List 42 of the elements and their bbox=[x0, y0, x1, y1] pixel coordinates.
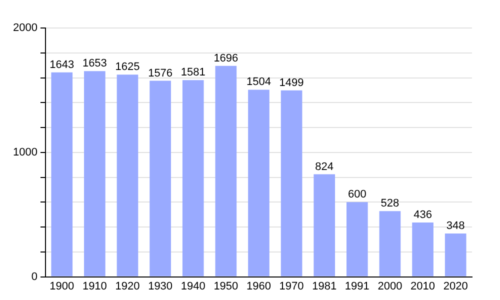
x-tick-label: 1920 bbox=[115, 280, 140, 292]
data-label: 1576 bbox=[148, 67, 173, 80]
x-tick-label: 2000 bbox=[378, 280, 402, 292]
x-tick-label: 1981 bbox=[312, 280, 337, 292]
x-tick-label: 1950 bbox=[214, 280, 238, 292]
x-tick-label: 1970 bbox=[279, 280, 304, 292]
bar bbox=[182, 80, 204, 276]
bar bbox=[51, 72, 73, 276]
y-tick-label: 0 bbox=[31, 270, 38, 283]
data-label: 436 bbox=[414, 209, 432, 222]
y-tick-label: 2000 bbox=[12, 22, 38, 34]
bar bbox=[215, 66, 237, 276]
x-tick-label: 1930 bbox=[148, 280, 173, 292]
data-label: 1504 bbox=[246, 76, 271, 88]
bar bbox=[379, 211, 401, 276]
x-tick-label: 1991 bbox=[344, 280, 370, 292]
bar bbox=[346, 202, 368, 276]
data-label: 1499 bbox=[279, 76, 304, 89]
bar bbox=[84, 71, 106, 276]
data-label: 1625 bbox=[115, 61, 140, 74]
data-label: 824 bbox=[315, 160, 334, 173]
x-tick-label: 2020 bbox=[443, 280, 468, 292]
data-label: 1653 bbox=[82, 58, 107, 70]
x-tick-label: 1910 bbox=[82, 280, 107, 292]
x-tick-label: 1940 bbox=[180, 280, 206, 292]
bar bbox=[248, 90, 270, 276]
data-label: 600 bbox=[348, 188, 366, 201]
data-label: 1643 bbox=[50, 58, 74, 71]
bar bbox=[150, 80, 171, 276]
data-label: 528 bbox=[380, 198, 400, 210]
bar bbox=[280, 90, 302, 276]
y-tick-label: 1000 bbox=[12, 146, 38, 158]
data-label: 1581 bbox=[180, 66, 206, 79]
bar bbox=[412, 222, 434, 276]
x-tick-label: 1960 bbox=[246, 280, 271, 292]
bar bbox=[444, 234, 466, 276]
data-label: 1696 bbox=[214, 52, 238, 64]
x-tick-label: 2010 bbox=[410, 280, 436, 292]
bar bbox=[314, 174, 336, 276]
bar bbox=[116, 74, 138, 276]
x-tick-label: 1900 bbox=[50, 280, 74, 292]
data-label: 348 bbox=[446, 220, 465, 232]
